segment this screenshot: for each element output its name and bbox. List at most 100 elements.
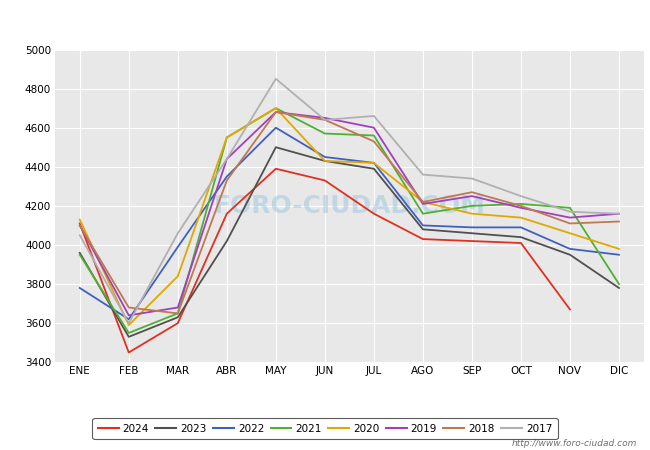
2017 (125, 320, 133, 326)
2020 (174, 274, 182, 279)
2017 (370, 113, 378, 119)
2021 (321, 131, 329, 136)
2024 (125, 350, 133, 355)
2017 (321, 117, 329, 122)
2021 (125, 330, 133, 336)
2022 (272, 125, 280, 130)
2018 (272, 109, 280, 115)
2024 (566, 307, 574, 312)
2020 (223, 135, 231, 140)
2019 (125, 313, 133, 318)
Line: 2017: 2017 (80, 79, 619, 323)
2021 (370, 133, 378, 138)
2023 (272, 144, 280, 150)
2022 (370, 160, 378, 166)
2019 (321, 115, 329, 121)
2017 (566, 209, 574, 215)
Text: FORO-CIUDAD.COM: FORO-CIUDAD.COM (213, 194, 486, 218)
2017 (517, 194, 525, 199)
2018 (419, 199, 427, 205)
2018 (517, 203, 525, 209)
2018 (321, 117, 329, 122)
2020 (615, 246, 623, 252)
2021 (566, 205, 574, 211)
2020 (125, 322, 133, 328)
2023 (517, 234, 525, 240)
2023 (76, 250, 84, 256)
2022 (517, 225, 525, 230)
2017 (174, 230, 182, 236)
2023 (615, 285, 623, 291)
2020 (468, 211, 476, 216)
2019 (272, 109, 280, 115)
2022 (174, 244, 182, 250)
Line: 2022: 2022 (80, 128, 619, 319)
2021 (419, 211, 427, 216)
2023 (321, 158, 329, 164)
2020 (419, 199, 427, 205)
2019 (566, 215, 574, 220)
2024 (419, 236, 427, 242)
2023 (174, 315, 182, 320)
Line: 2020: 2020 (80, 108, 619, 325)
2021 (272, 105, 280, 111)
2018 (223, 178, 231, 183)
2022 (125, 316, 133, 322)
Text: Afiliados en Abarán a 30/11/2024: Afiliados en Abarán a 30/11/2024 (187, 14, 463, 33)
2023 (223, 238, 231, 244)
2023 (566, 252, 574, 257)
2023 (419, 227, 427, 232)
2018 (76, 223, 84, 228)
2018 (566, 221, 574, 226)
Line: 2019: 2019 (80, 112, 619, 315)
2020 (321, 158, 329, 164)
2022 (223, 174, 231, 179)
2021 (615, 281, 623, 287)
Legend: 2024, 2023, 2022, 2021, 2020, 2019, 2018, 2017: 2024, 2023, 2022, 2021, 2020, 2019, 2018… (92, 418, 558, 439)
2022 (468, 225, 476, 230)
2022 (615, 252, 623, 257)
2019 (76, 223, 84, 228)
2019 (419, 201, 427, 207)
Line: 2018: 2018 (80, 112, 619, 313)
2018 (468, 189, 476, 195)
2017 (76, 233, 84, 238)
2024 (174, 320, 182, 326)
2019 (517, 205, 525, 211)
Line: 2024: 2024 (80, 169, 570, 352)
2019 (370, 125, 378, 130)
2024 (223, 211, 231, 216)
2021 (223, 135, 231, 140)
2024 (272, 166, 280, 171)
2020 (76, 217, 84, 222)
Text: http://www.foro-ciudad.com: http://www.foro-ciudad.com (512, 439, 637, 448)
2022 (76, 285, 84, 291)
2023 (370, 166, 378, 171)
2018 (125, 305, 133, 310)
2021 (517, 201, 525, 207)
2018 (174, 310, 182, 316)
2017 (272, 76, 280, 81)
2021 (174, 310, 182, 316)
2017 (419, 172, 427, 177)
2020 (370, 160, 378, 166)
2020 (517, 215, 525, 220)
2018 (370, 139, 378, 144)
2019 (174, 305, 182, 310)
2022 (419, 223, 427, 228)
2020 (272, 105, 280, 111)
2017 (615, 211, 623, 216)
2024 (517, 240, 525, 246)
2018 (615, 219, 623, 224)
2023 (468, 230, 476, 236)
2020 (566, 230, 574, 236)
2023 (125, 334, 133, 340)
2021 (76, 252, 84, 257)
2019 (468, 194, 476, 199)
2024 (321, 178, 329, 183)
2019 (223, 156, 231, 162)
2019 (615, 211, 623, 216)
2021 (468, 203, 476, 209)
2022 (321, 154, 329, 160)
2024 (76, 221, 84, 226)
